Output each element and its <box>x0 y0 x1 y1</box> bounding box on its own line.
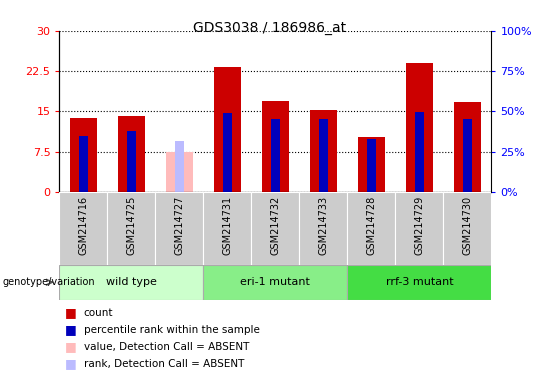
Bar <box>59 265 204 300</box>
Text: GSM214729: GSM214729 <box>414 196 424 255</box>
Text: GSM214732: GSM214732 <box>271 196 280 255</box>
Bar <box>214 67 241 192</box>
Bar <box>107 192 156 265</box>
Bar <box>454 102 481 192</box>
Bar <box>127 131 136 192</box>
Bar <box>166 152 193 192</box>
Text: GSM214727: GSM214727 <box>174 196 184 255</box>
Bar <box>358 137 384 192</box>
Bar <box>367 139 376 192</box>
Text: GSM214716: GSM214716 <box>78 196 89 255</box>
Bar <box>79 136 87 192</box>
Text: GSM214730: GSM214730 <box>462 196 472 255</box>
Bar <box>223 113 232 192</box>
Text: GSM214731: GSM214731 <box>222 196 232 255</box>
Text: genotype/variation: genotype/variation <box>3 277 96 287</box>
Bar <box>395 192 443 265</box>
Text: ■: ■ <box>65 306 77 319</box>
Text: ■: ■ <box>65 323 77 336</box>
Bar <box>59 192 107 265</box>
Text: ■: ■ <box>65 357 77 370</box>
Bar <box>415 112 424 192</box>
Bar <box>299 192 347 265</box>
Text: count: count <box>84 308 113 318</box>
Text: GSM214725: GSM214725 <box>126 196 137 255</box>
Bar <box>347 265 491 300</box>
Bar <box>319 119 328 192</box>
Bar <box>443 192 491 265</box>
Text: percentile rank within the sample: percentile rank within the sample <box>84 325 260 335</box>
Bar <box>156 192 204 265</box>
Text: value, Detection Call = ABSENT: value, Detection Call = ABSENT <box>84 342 249 352</box>
Bar <box>463 119 472 192</box>
Bar <box>310 110 336 192</box>
Bar <box>118 116 145 192</box>
Text: ■: ■ <box>65 340 77 353</box>
Bar <box>271 119 280 192</box>
Text: GDS3038 / 186986_at: GDS3038 / 186986_at <box>193 21 347 35</box>
Bar <box>204 192 252 265</box>
Text: rrf-3 mutant: rrf-3 mutant <box>386 277 453 287</box>
Bar <box>262 101 288 192</box>
Bar <box>204 265 347 300</box>
Bar <box>347 192 395 265</box>
Text: eri-1 mutant: eri-1 mutant <box>240 277 310 287</box>
Bar <box>175 141 184 192</box>
Text: GSM214728: GSM214728 <box>367 196 376 255</box>
Bar <box>70 118 97 192</box>
Bar <box>406 63 433 192</box>
Bar <box>252 192 299 265</box>
Text: wild type: wild type <box>106 277 157 287</box>
Text: GSM214733: GSM214733 <box>319 196 328 255</box>
Text: rank, Detection Call = ABSENT: rank, Detection Call = ABSENT <box>84 359 244 369</box>
